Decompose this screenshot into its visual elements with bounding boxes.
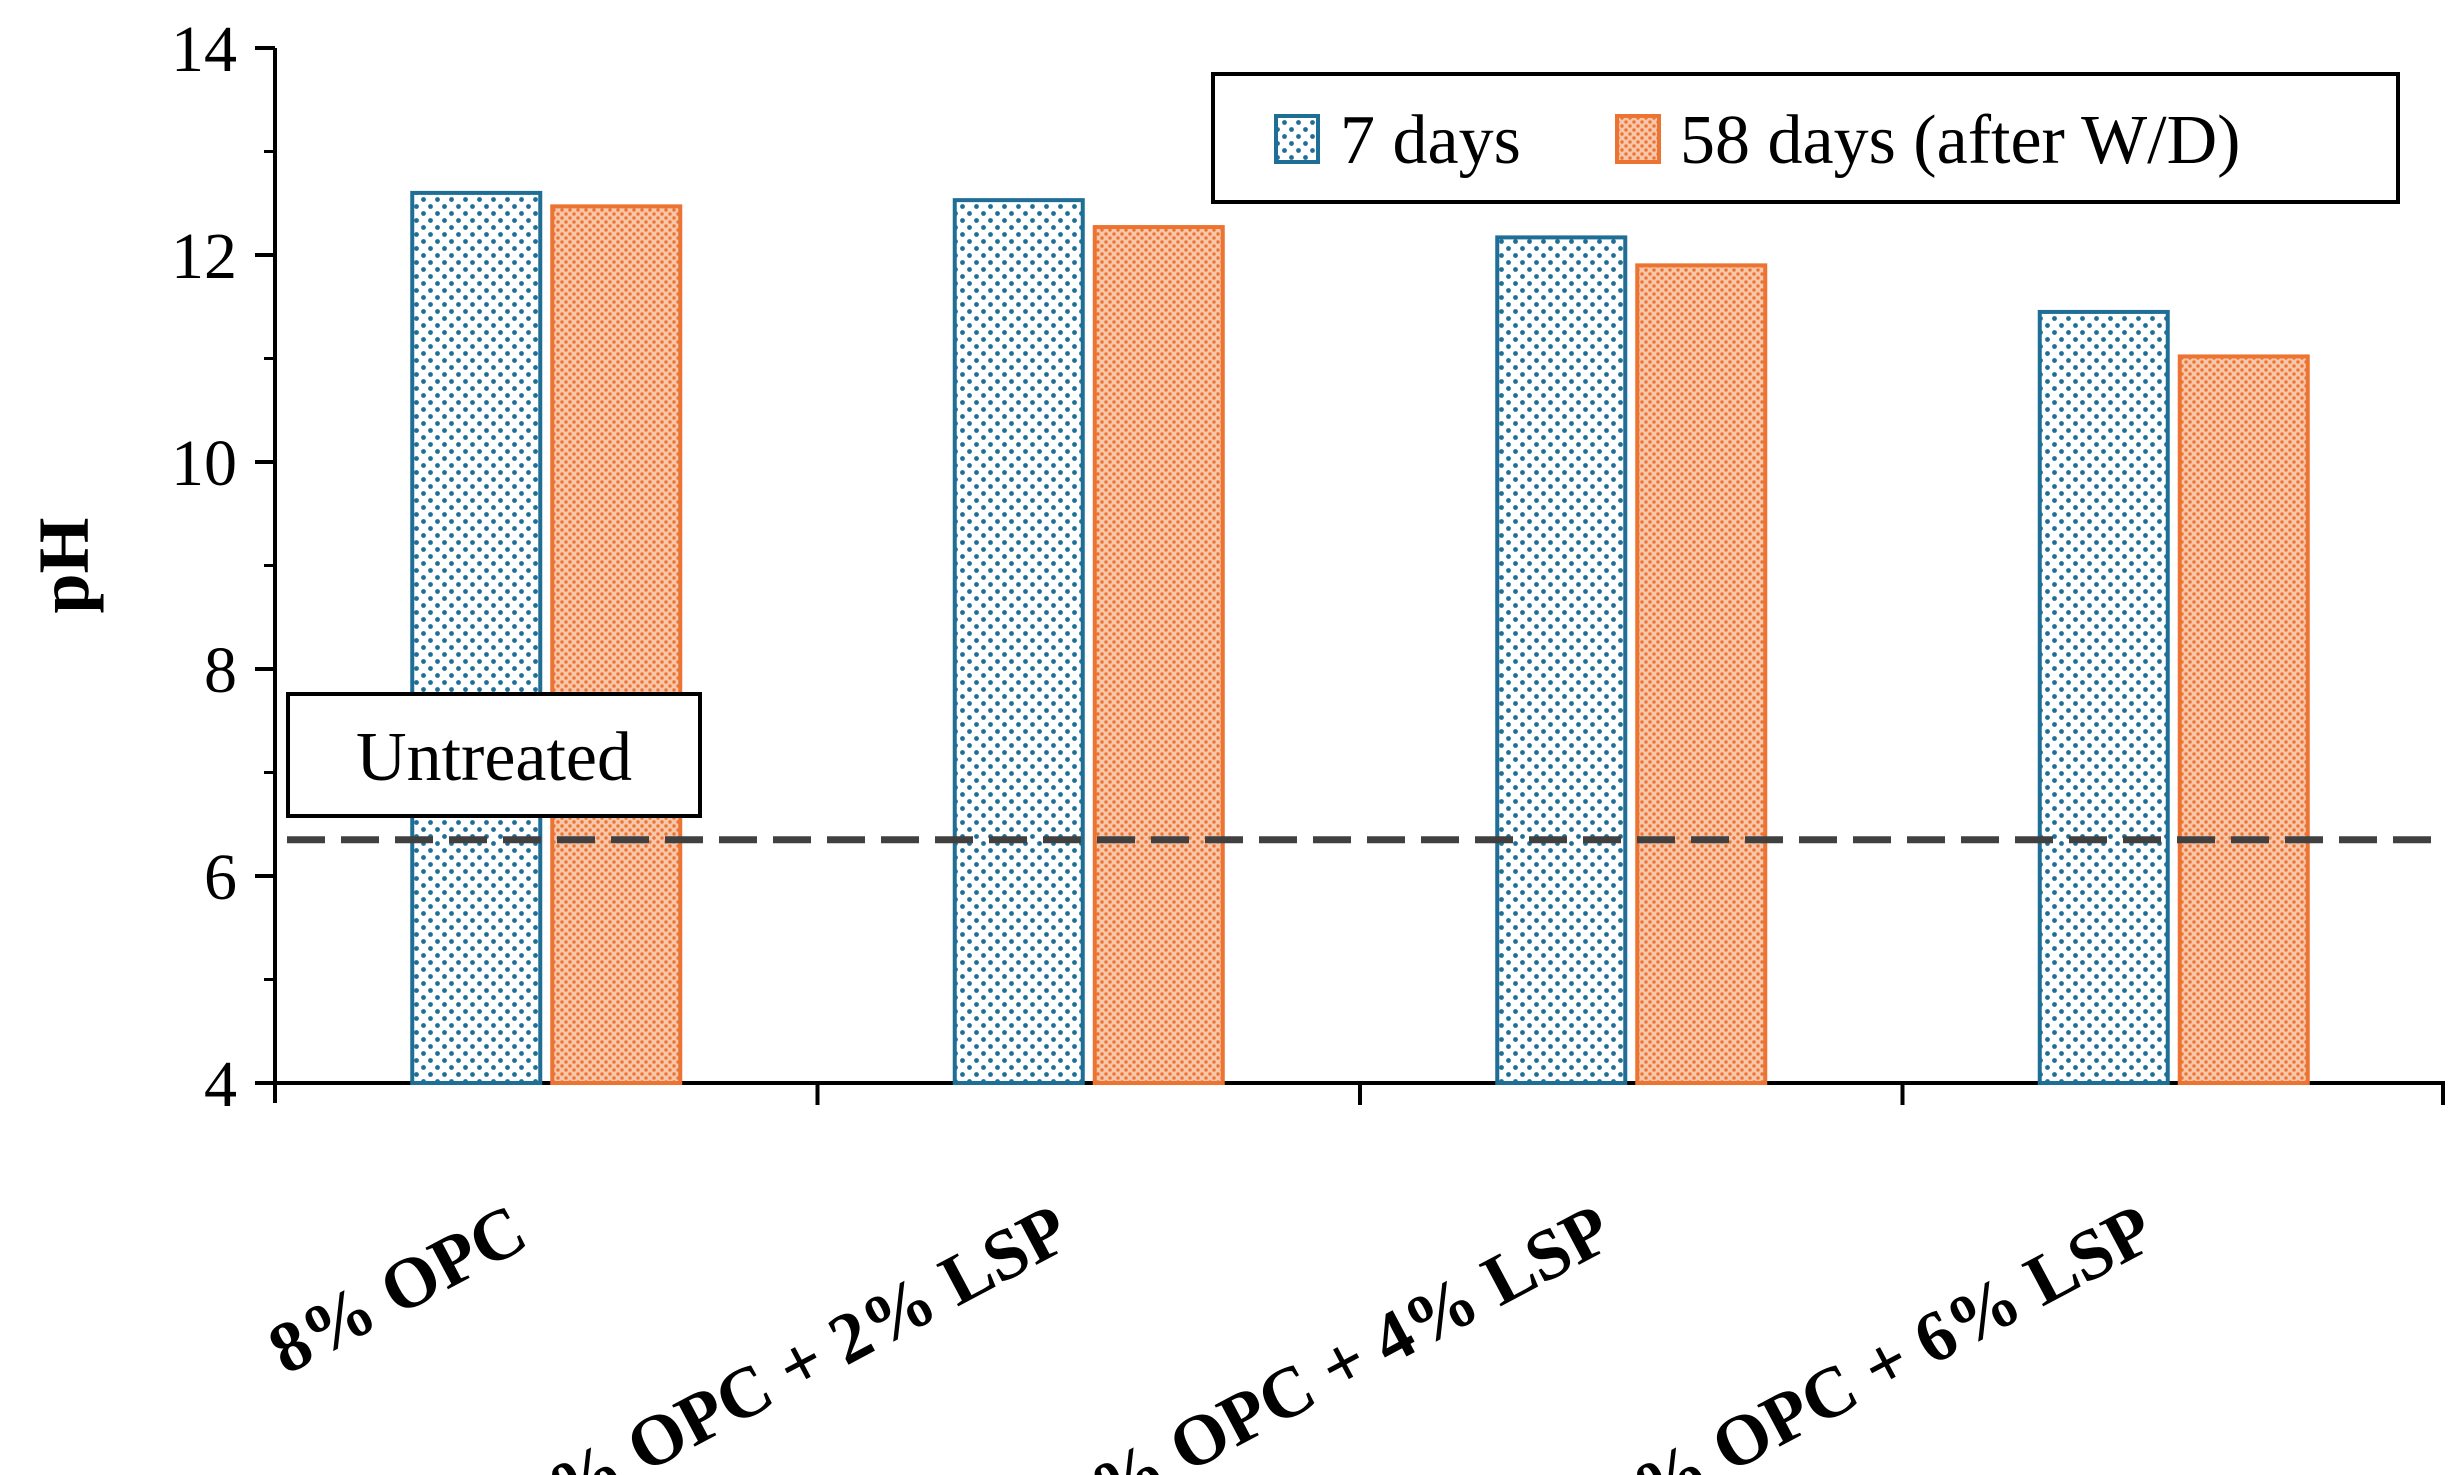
bar [2037, 309, 2170, 1085]
reference-line-group: Untreated [286, 692, 2435, 844]
y-tick-label: 12 [171, 220, 237, 293]
legend-swatch [1274, 114, 1320, 164]
bar [1092, 225, 1225, 1085]
y-axis-ticks: 4 6 8 10 12 14 [171, 13, 275, 1121]
bar [410, 190, 543, 1085]
legend-box [1211, 72, 2400, 204]
bar [1635, 263, 1768, 1086]
bar [2177, 354, 2310, 1085]
untreated-annotation-box [286, 692, 702, 818]
legend: 7 days 58 days (after W/D) [1211, 72, 2400, 204]
legend-label: 58 days (after W/D) [1680, 102, 2240, 179]
y-tick-label: 6 [204, 841, 237, 914]
y-tick-label: 4 [204, 1048, 237, 1121]
plot-area [273, 48, 2445, 1103]
untreated-annotation-label: Untreated [356, 719, 632, 796]
y-tick-label: 14 [171, 13, 237, 86]
y-tick-label: 10 [171, 427, 237, 500]
y-axis-label: pH [24, 517, 104, 613]
legend-label: 7 days [1340, 102, 1521, 179]
bar [550, 204, 683, 1086]
y-tick-label: 8 [204, 634, 237, 707]
bar [1495, 235, 1628, 1085]
bar [952, 198, 1085, 1085]
x-category-label: 8% OPC [256, 1188, 539, 1389]
legend-swatch [1615, 114, 1661, 164]
x-category-label: 2% OPC + 6% LSP [1587, 1188, 2166, 1475]
x-category-label: 6% OPC + 2% LSP [502, 1188, 1081, 1475]
x-category-label: 4% OPC + 4% LSP [1045, 1188, 1624, 1475]
